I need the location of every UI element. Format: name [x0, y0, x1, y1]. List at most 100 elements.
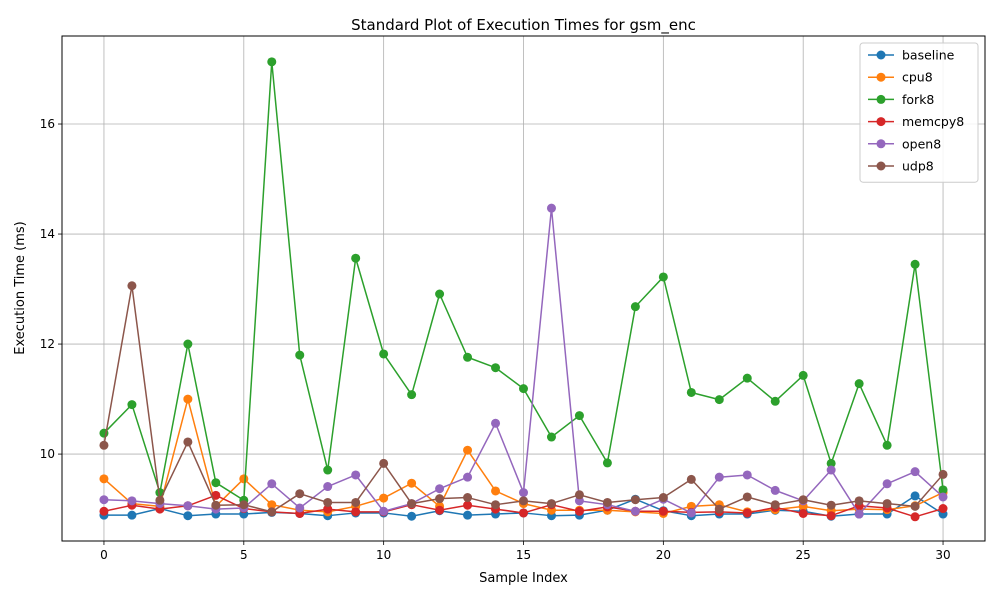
- series-layer: [99, 57, 948, 522]
- data-point-memcpy8: [99, 506, 109, 516]
- data-point-udp8: [379, 458, 389, 468]
- data-point-open8: [463, 472, 473, 482]
- data-point-udp8: [854, 496, 864, 506]
- legend-item-open8: open8: [868, 136, 941, 151]
- legend-label: cpu8: [902, 70, 933, 85]
- data-point-fork8: [183, 339, 193, 349]
- legend-item-cpu8: cpu8: [868, 70, 933, 85]
- data-point-fork8: [463, 352, 473, 362]
- legend-item-memcpy8: memcpy8: [868, 114, 964, 129]
- x-tick-label: 20: [656, 548, 671, 562]
- legend-item-fork8: fork8: [868, 92, 934, 107]
- data-point-open8: [351, 470, 361, 480]
- data-point-baseline: [910, 491, 920, 501]
- y-axis-ticks: 10 12 14 16: [40, 117, 62, 461]
- data-point-memcpy8: [323, 504, 333, 514]
- data-point-udp8: [910, 501, 920, 511]
- grid-lines: [62, 36, 985, 541]
- legend-swatch-marker: [876, 72, 886, 82]
- data-point-memcpy8: [798, 508, 808, 518]
- data-point-udp8: [351, 497, 361, 507]
- data-point-cpu8: [183, 394, 193, 404]
- data-point-open8: [546, 203, 556, 213]
- data-point-fork8: [127, 400, 137, 410]
- data-point-memcpy8: [211, 490, 221, 500]
- data-point-cpu8: [239, 474, 249, 484]
- legend-swatch-marker: [876, 161, 886, 171]
- x-tick-label: 15: [516, 548, 531, 562]
- data-point-cpu8: [491, 486, 501, 496]
- x-axis-ticks: 0 5 10 15 20 25 30: [100, 541, 951, 562]
- x-axis-label: Sample Index: [479, 571, 568, 586]
- data-point-cpu8: [379, 493, 389, 503]
- legend-label: baseline: [902, 48, 955, 63]
- legend-label: udp8: [902, 159, 934, 174]
- data-point-fork8: [407, 390, 417, 400]
- data-point-open8: [491, 418, 501, 428]
- data-point-memcpy8: [910, 512, 920, 522]
- data-point-fork8: [742, 373, 752, 383]
- data-point-baseline: [127, 510, 137, 520]
- y-axis-label: Execution Time (ms): [13, 221, 28, 354]
- series-udp8: [99, 281, 948, 517]
- data-point-udp8: [742, 492, 752, 502]
- data-point-open8: [742, 470, 752, 480]
- data-point-fork8: [658, 272, 668, 282]
- data-point-udp8: [267, 507, 277, 517]
- data-point-udp8: [546, 499, 556, 509]
- data-point-open8: [854, 509, 864, 519]
- data-point-udp8: [211, 500, 221, 510]
- data-point-udp8: [519, 496, 528, 506]
- data-point-udp8: [127, 281, 137, 291]
- data-point-fork8: [686, 387, 696, 397]
- data-point-cpu8: [99, 474, 109, 484]
- data-point-udp8: [658, 493, 668, 503]
- data-point-baseline: [463, 510, 473, 520]
- data-point-fork8: [379, 349, 389, 359]
- data-point-fork8: [910, 259, 920, 269]
- data-point-baseline: [183, 511, 193, 521]
- data-point-fork8: [826, 458, 836, 468]
- legend-swatch-marker: [876, 117, 886, 127]
- data-point-open8: [99, 495, 109, 505]
- data-point-udp8: [463, 493, 473, 503]
- data-point-udp8: [770, 500, 780, 510]
- data-point-open8: [714, 472, 724, 482]
- y-tick-label: 10: [40, 447, 55, 461]
- data-point-memcpy8: [742, 508, 752, 518]
- data-point-fork8: [351, 253, 361, 263]
- data-point-open8: [295, 503, 305, 513]
- legend-label: open8: [902, 136, 941, 151]
- data-point-fork8: [267, 57, 277, 67]
- data-point-fork8: [602, 458, 612, 468]
- data-point-udp8: [686, 474, 696, 484]
- data-point-udp8: [714, 504, 724, 514]
- data-point-memcpy8: [519, 508, 528, 518]
- x-tick-label: 30: [935, 548, 950, 562]
- chart-title: Standard Plot of Execution Times for gsm…: [351, 16, 696, 35]
- data-point-fork8: [435, 289, 445, 299]
- data-point-open8: [882, 479, 892, 489]
- data-point-fork8: [574, 411, 584, 421]
- data-point-udp8: [155, 495, 165, 505]
- data-point-fork8: [714, 395, 724, 405]
- data-point-fork8: [519, 384, 528, 394]
- data-point-udp8: [491, 500, 501, 510]
- data-point-udp8: [574, 490, 584, 500]
- data-point-baseline: [407, 511, 417, 521]
- legend-swatch-marker: [876, 139, 886, 149]
- legend-swatch-marker: [876, 50, 886, 60]
- data-point-open8: [686, 508, 696, 518]
- data-point-memcpy8: [574, 506, 584, 516]
- data-point-memcpy8: [826, 511, 836, 521]
- data-point-fork8: [546, 432, 556, 442]
- data-point-cpu8: [267, 500, 277, 510]
- data-point-fork8: [630, 302, 640, 312]
- data-point-open8: [826, 465, 836, 475]
- x-tick-label: 25: [796, 548, 811, 562]
- data-point-cpu8: [463, 445, 473, 455]
- data-point-fork8: [798, 370, 808, 380]
- data-point-open8: [435, 484, 445, 494]
- data-point-memcpy8: [658, 506, 668, 516]
- legend-label: memcpy8: [902, 114, 964, 129]
